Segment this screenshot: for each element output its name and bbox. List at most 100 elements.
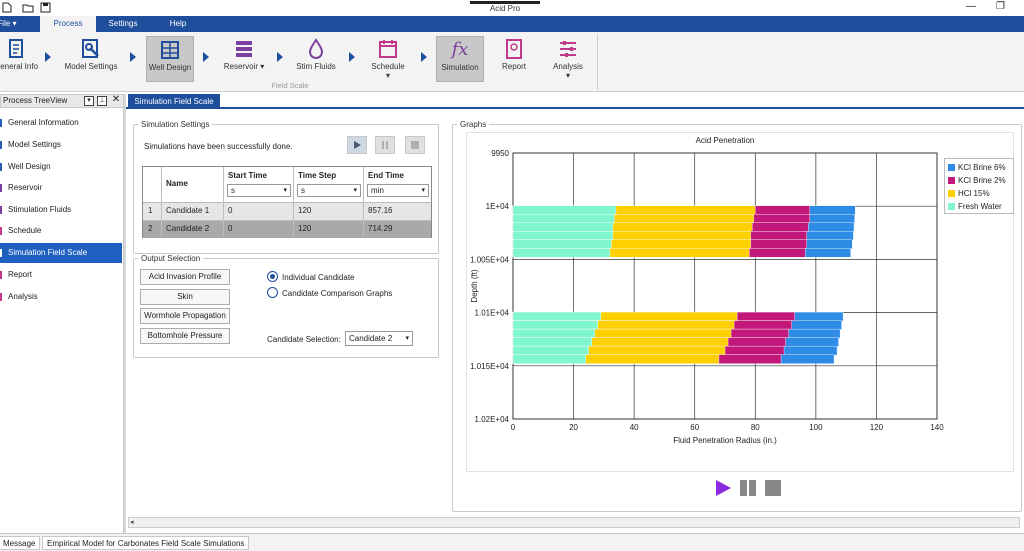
y-tick-label: 1.005E+04 [470, 255, 509, 264]
model-description-tab[interactable]: Empirical Model for Carbonates Field Sca… [42, 536, 250, 550]
column-header-end: End Time [368, 171, 404, 180]
skin-button[interactable]: Skin [140, 289, 230, 305]
well-design-label: Well Design [148, 63, 192, 72]
flow-arrow-icon [130, 52, 136, 62]
legend-swatch [948, 177, 955, 184]
chart-stop-button[interactable] [764, 479, 782, 497]
minimize-button[interactable]: — [966, 1, 976, 12]
start-unit-select[interactable]: s [227, 184, 291, 197]
play-button[interactable] [347, 136, 367, 154]
save-icon[interactable] [40, 2, 51, 16]
stim-fluids-label: Stim Fluids [296, 62, 336, 71]
grid-icon [161, 41, 179, 59]
cell-step: 120 [298, 224, 312, 233]
bar-fresh-water [512, 354, 586, 364]
x-tick-label: 80 [751, 423, 760, 432]
scroll-left-icon[interactable]: ◂ [130, 519, 134, 526]
panel-splitter[interactable] [124, 94, 126, 533]
analysis-button[interactable]: Analysis ▾ [544, 36, 592, 82]
chart-panel: Acid Penetration 0 20 40 60 80 100 120 140 9950 1E… [466, 132, 1014, 472]
reservoir-label: Reservoir [223, 62, 258, 71]
comparison-graphs-radio[interactable] [267, 287, 278, 298]
close-icon[interactable]: ✕ [111, 94, 121, 105]
tree-item-analysis[interactable]: Analysis [0, 287, 122, 307]
general-info-label: General Info [0, 62, 39, 71]
tree-item-well-design[interactable]: Well Design [0, 157, 122, 177]
calendar-icon [379, 40, 397, 58]
stop-button[interactable] [405, 136, 425, 154]
bar-fresh-water [512, 337, 592, 347]
individual-candidate-radio[interactable] [267, 271, 278, 282]
message-tab[interactable]: Message [0, 536, 41, 550]
simulation-status: Simulations have been successfully done. [144, 142, 293, 151]
legend-item: Fresh Water [948, 200, 1002, 213]
flow-arrow-icon [45, 52, 51, 62]
table-row[interactable]: 2 Candidate 2 0 120 714.29 [143, 220, 431, 238]
play-icon [354, 141, 361, 149]
layers-icon [236, 41, 252, 57]
dropdown-icon[interactable]: ▾ [84, 96, 94, 106]
tab-simulation-field-scale[interactable]: Simulation Field Scale [128, 94, 220, 109]
simulation-button[interactable]: fx Simulation [436, 36, 484, 82]
y-tick-label: 1.02E+04 [475, 415, 510, 424]
tree-item-reservoir[interactable]: Reservoir [0, 178, 122, 198]
cell-end: 714.29 [368, 224, 393, 233]
tree-item-simulation-field-scale[interactable]: Simulation Field Scale [0, 243, 122, 263]
y-axis-label: Depth (ft) [470, 269, 479, 303]
table-row[interactable]: 1 Candidate 1 0 120 857.16 [143, 202, 431, 220]
tree-item-stimulation-fluids[interactable]: Stimulation Fluids [0, 200, 122, 220]
restore-button[interactable]: ❐ [996, 1, 1005, 12]
document-tabbar: Simulation Field Scale [126, 94, 1024, 109]
acid-penetration-chart: Acid Penetration 0 20 40 60 80 100 120 140 9950 1E… [470, 136, 944, 445]
report-button[interactable]: Report [490, 36, 538, 82]
tree-item-label: Analysis [8, 292, 38, 301]
cell-step: 120 [298, 206, 312, 215]
model-settings-button[interactable]: Model Settings [60, 36, 122, 82]
treeview-header: Process TreeView ▾ ⊥ ✕ [0, 94, 124, 108]
menu-process[interactable]: Process [40, 16, 96, 32]
chart-play-button[interactable] [714, 479, 732, 497]
pin-icon[interactable]: ⊥ [97, 96, 107, 106]
wormhole-propagation-button[interactable]: Wormhole Propagation [140, 308, 230, 324]
menu-settings[interactable]: Settings [108, 19, 138, 28]
chart-pause-button[interactable] [739, 479, 757, 497]
tree-node-icon [0, 227, 6, 235]
menu-file-label: File [0, 19, 11, 28]
stim-fluids-button[interactable]: Stim Fluids [292, 36, 340, 82]
function-icon: fx [451, 39, 469, 60]
tree-item-label: General Information [8, 118, 79, 127]
x-tick-label: 20 [569, 423, 578, 432]
menu-file[interactable]: File ▾ [0, 16, 22, 32]
step-unit-select[interactable]: s [297, 184, 361, 197]
output-selection-legend: Output Selection [141, 254, 201, 263]
tree-node-icon [0, 119, 6, 127]
report-icon [506, 39, 522, 59]
pause-button[interactable] [375, 136, 395, 154]
tree-item-general-information[interactable]: General Information [0, 113, 122, 133]
tree-item-schedule[interactable]: Schedule [0, 221, 122, 241]
legend-item: HCl 15% [948, 187, 990, 200]
window-title: Acid Pro [470, 1, 540, 15]
tree-item-model-settings[interactable]: Model Settings [0, 135, 122, 155]
acid-invasion-profile-button[interactable]: Acid Invasion Profile [140, 269, 230, 285]
horizontal-scrollbar[interactable]: ◂ [128, 517, 1020, 528]
end-unit-select[interactable]: min [367, 184, 429, 197]
status-bar: Message Empirical Model for Carbonates F… [0, 533, 1024, 551]
new-file-icon[interactable] [2, 2, 12, 16]
open-folder-icon[interactable] [22, 2, 34, 16]
schedule-button[interactable]: Schedule ▾ [364, 36, 412, 82]
reservoir-button[interactable]: Reservoir ▾ [220, 36, 268, 82]
y-tick-label: 1E+04 [486, 202, 510, 211]
tree-item-report[interactable]: Report [0, 265, 122, 285]
legend-swatch [948, 164, 955, 171]
candidate-selection-dropdown[interactable]: Candidate 2 [345, 331, 413, 346]
general-info-button[interactable]: General Info [0, 36, 42, 82]
tree-node-icon [0, 271, 6, 279]
well-design-button[interactable]: Well Design [146, 36, 194, 82]
flow-arrow-icon [277, 52, 283, 62]
bar-fresh-water [512, 248, 611, 258]
bottomhole-pressure-button[interactable]: Bottomhole Pressure [140, 328, 230, 344]
pause-icon [382, 141, 388, 149]
menu-help[interactable]: Help [169, 19, 187, 28]
cell-name: Candidate 2 [166, 224, 210, 233]
